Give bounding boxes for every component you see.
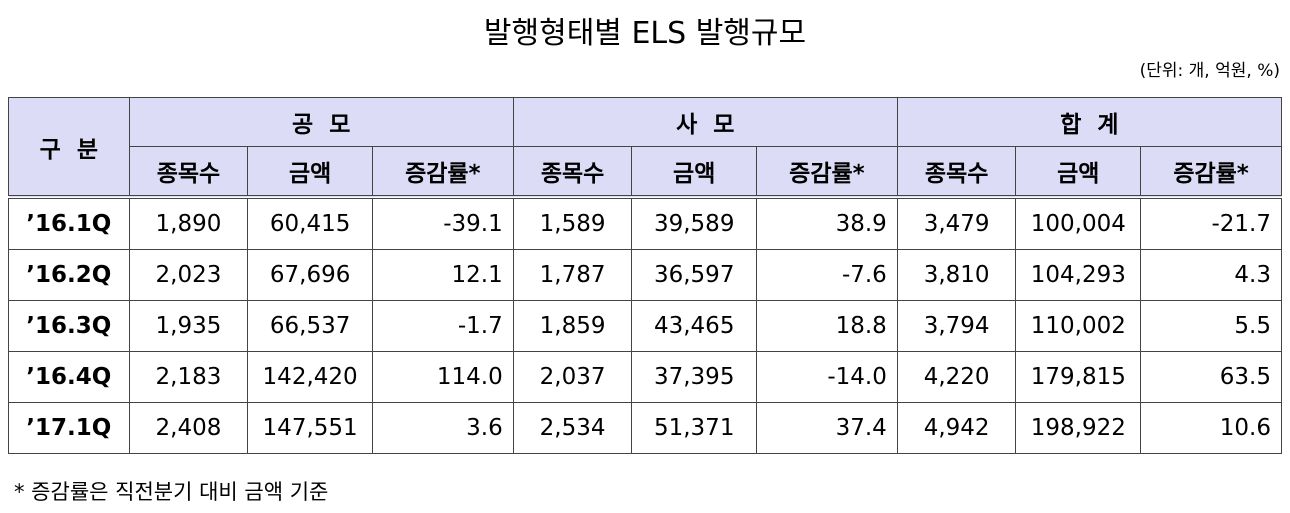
column-row: 종목수 금액 증감률* 종목수 금액 증감률* 종목수 금액 증감률* bbox=[9, 146, 1282, 199]
row-label: ’16.1Q bbox=[8, 196, 130, 250]
cell: 1,935 bbox=[128, 300, 249, 352]
corner-header: 구 분 bbox=[8, 97, 130, 199]
data-row: ’16.1Q 1,890 60,415 -39.1 1,589 39,589 38.9 3,4… bbox=[8, 196, 1282, 250]
cell: 37,395 bbox=[631, 351, 758, 403]
data-row: ’17.1Q 2,408 147,551 3.6 2,534 51,371 37.4 4,94… bbox=[8, 402, 1282, 454]
cell: 4,942 bbox=[896, 402, 1017, 454]
cell: 104,293 bbox=[1015, 249, 1142, 301]
cell: 63.5 bbox=[1140, 351, 1282, 403]
cell: 114.0 bbox=[371, 351, 514, 403]
cell: 51,371 bbox=[631, 402, 758, 454]
cell: 1,787 bbox=[512, 249, 633, 301]
cell: -21.7 bbox=[1140, 196, 1282, 250]
group-header: 공 모 bbox=[128, 97, 514, 147]
cell: -14.0 bbox=[756, 351, 898, 403]
data-row: ’16.4Q 2,183 142,420 114.0 2,037 37,395 -14.0 4… bbox=[8, 351, 1282, 403]
cell: 67,696 bbox=[247, 249, 373, 301]
cell: 1,890 bbox=[128, 196, 249, 250]
cell: 66,537 bbox=[247, 300, 373, 352]
cell: 3,794 bbox=[896, 300, 1017, 352]
cell: 3.6 bbox=[371, 402, 514, 454]
cell: 4.3 bbox=[1140, 249, 1282, 301]
cell: 39,589 bbox=[631, 196, 758, 250]
cell: -39.1 bbox=[371, 196, 514, 250]
cell: 3,479 bbox=[896, 196, 1017, 250]
row-label: ’16.3Q bbox=[8, 300, 130, 352]
cell: 2,183 bbox=[128, 351, 249, 403]
cell: 147,551 bbox=[247, 402, 373, 454]
column-header: 금액 bbox=[1015, 146, 1142, 199]
cell: 3,810 bbox=[896, 249, 1017, 301]
cell: 1,859 bbox=[512, 300, 633, 352]
cell: 5.5 bbox=[1140, 300, 1282, 352]
cell: -7.6 bbox=[756, 249, 898, 301]
cell: -1.7 bbox=[371, 300, 514, 352]
cell: 43,465 bbox=[631, 300, 758, 352]
column-header: 종목수 bbox=[128, 146, 249, 199]
cell: 2,037 bbox=[512, 351, 633, 403]
group-header: 사 모 bbox=[512, 97, 898, 147]
column-header: 금액 bbox=[631, 146, 758, 199]
column-header: 증감률* bbox=[1140, 146, 1282, 199]
cell: 179,815 bbox=[1015, 351, 1142, 403]
footnote: * 증감률은 직전분기 대비 금액 기준 bbox=[14, 480, 329, 504]
column-header: 종목수 bbox=[896, 146, 1017, 199]
table-body: ’16.1Q 1,890 60,415 -39.1 1,589 39,589 38.9 3,4… bbox=[8, 196, 1282, 454]
cell: 2,408 bbox=[128, 402, 249, 454]
cell: 18.8 bbox=[756, 300, 898, 352]
cell: 4,220 bbox=[896, 351, 1017, 403]
cell: 1,589 bbox=[512, 196, 633, 250]
cell: 60,415 bbox=[247, 196, 373, 250]
cell: 10.6 bbox=[1140, 402, 1282, 454]
unit-note: (단위: 개, 억원, %) bbox=[1139, 61, 1280, 81]
column-header: 종목수 bbox=[512, 146, 633, 199]
row-label: ’16.2Q bbox=[8, 249, 130, 301]
column-header: 증감률* bbox=[756, 146, 898, 199]
data-row: ’16.3Q 1,935 66,537 -1.7 1,859 43,465 18.8 3,79… bbox=[8, 300, 1282, 352]
cell: 2,023 bbox=[128, 249, 249, 301]
column-header: 증감률* bbox=[371, 146, 514, 199]
data-row: ’16.2Q 2,023 67,696 12.1 1,787 36,597 -7.6 3,81… bbox=[8, 249, 1282, 301]
cell: 2,534 bbox=[512, 402, 633, 454]
cell: 198,922 bbox=[1015, 402, 1142, 454]
cell: 36,597 bbox=[631, 249, 758, 301]
row-label: ’17.1Q bbox=[8, 402, 130, 454]
cell: 100,004 bbox=[1015, 196, 1142, 250]
column-header: 금액 bbox=[247, 146, 373, 199]
cell: 110,002 bbox=[1015, 300, 1142, 352]
group-header: 합 계 bbox=[896, 97, 1283, 147]
row-label: ’16.4Q bbox=[8, 351, 130, 403]
cell: 37.4 bbox=[756, 402, 898, 454]
title: 발행형태별 ELS 발행규모 bbox=[483, 16, 807, 51]
cell: 142,420 bbox=[247, 351, 373, 403]
cell: 38.9 bbox=[756, 196, 898, 250]
cell: 12.1 bbox=[371, 249, 514, 301]
